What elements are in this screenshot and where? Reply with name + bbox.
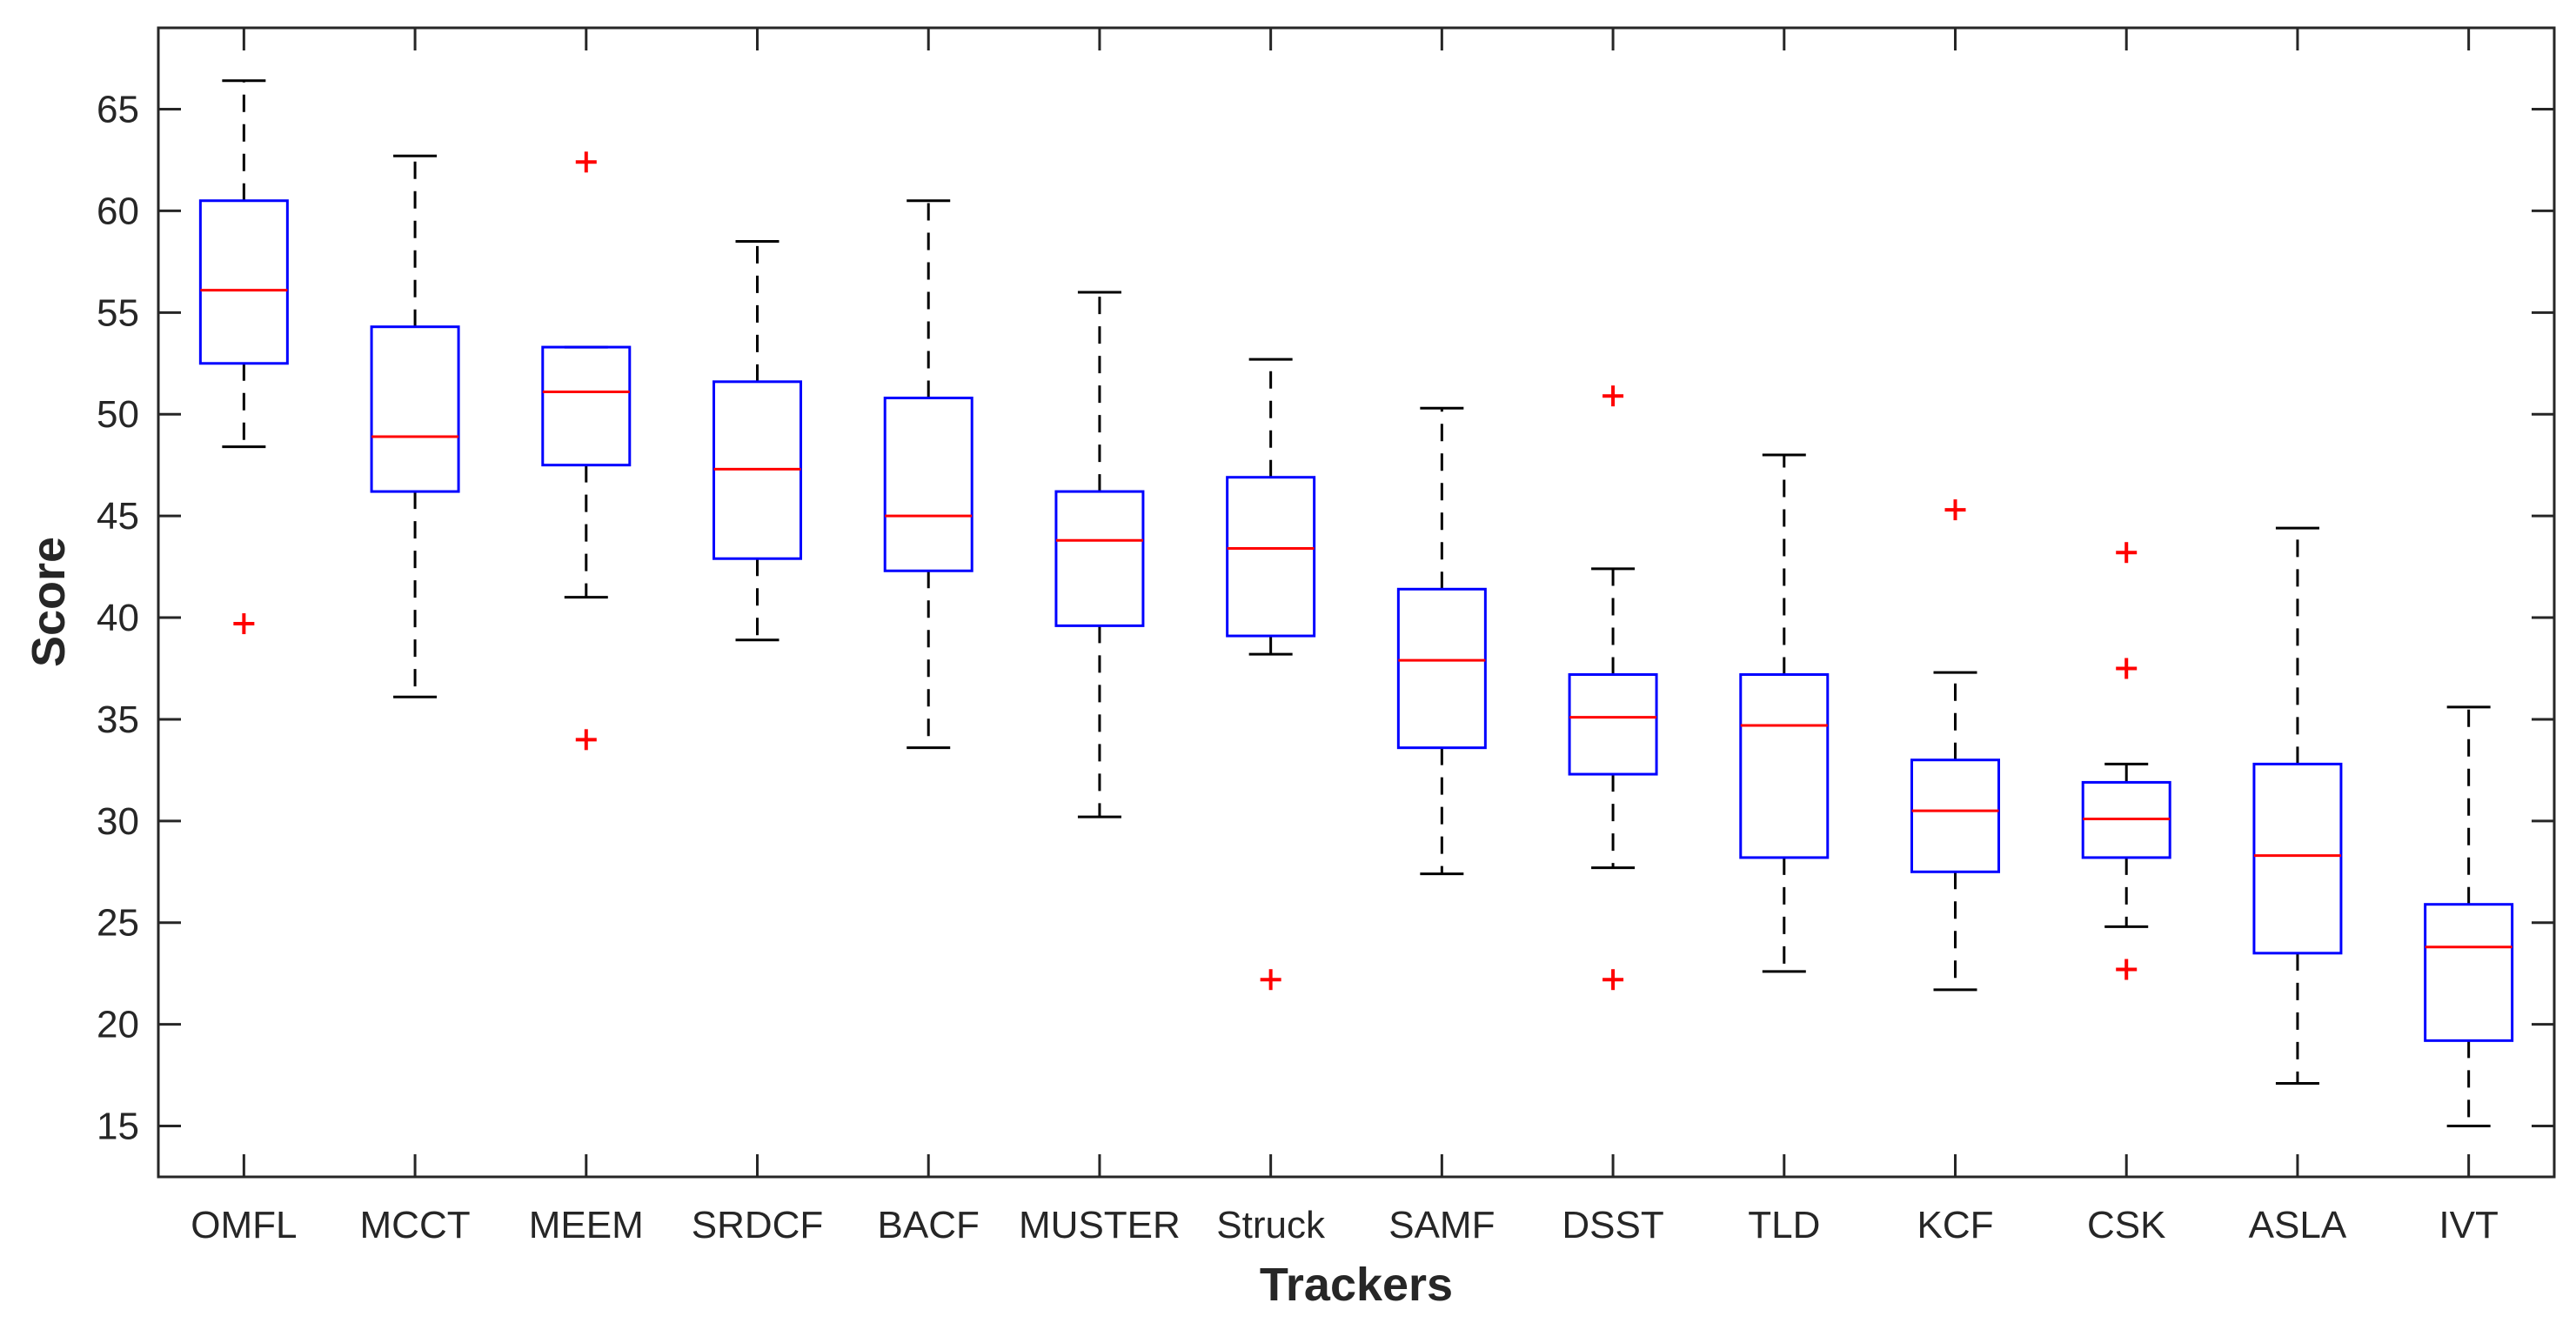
outlier-marker bbox=[2116, 959, 2138, 980]
y-tick-label: 60 bbox=[97, 190, 139, 232]
box-srdcf bbox=[713, 239, 802, 642]
outlier-marker bbox=[575, 151, 597, 173]
box-samf bbox=[1396, 406, 1487, 876]
iqr-box bbox=[1568, 673, 1658, 776]
box-omfl bbox=[198, 79, 289, 635]
x-tick-label: SRDCF bbox=[692, 1204, 824, 1246]
plot-area bbox=[158, 28, 2554, 1177]
boxes-layer bbox=[198, 79, 2514, 1128]
y-tick-label: 65 bbox=[97, 89, 139, 131]
outlier-marker bbox=[1260, 969, 1281, 991]
outlier-marker bbox=[1602, 969, 1624, 991]
iqr-box bbox=[2252, 762, 2343, 955]
x-tick-label: MCCT bbox=[360, 1204, 471, 1246]
iqr-box bbox=[2424, 903, 2514, 1042]
box-mcct bbox=[370, 154, 460, 698]
iqr-box bbox=[1739, 673, 1830, 859]
x-tick-label: ASLA bbox=[2249, 1204, 2347, 1246]
outlier-marker bbox=[1944, 499, 1966, 521]
iqr-box bbox=[883, 397, 974, 572]
y-tick-label: 50 bbox=[97, 393, 139, 436]
y-tick-label: 35 bbox=[97, 698, 139, 741]
box-asla bbox=[2252, 526, 2343, 1085]
iqr-box bbox=[1226, 476, 1316, 638]
x-tick-label: KCF bbox=[1917, 1204, 1994, 1246]
box-bacf bbox=[883, 199, 974, 750]
outlier-marker bbox=[2116, 542, 2138, 564]
box-tld bbox=[1739, 453, 1830, 973]
x-tick-label: MEEM bbox=[529, 1204, 644, 1246]
box-meem bbox=[541, 151, 632, 751]
outlier-marker bbox=[233, 613, 255, 635]
iqr-box bbox=[1910, 758, 2000, 873]
y-axis-title: Score bbox=[23, 537, 75, 667]
iqr-box bbox=[370, 325, 460, 493]
box-kcf bbox=[1910, 499, 2000, 992]
x-axis-title: Trackers bbox=[1260, 1259, 1453, 1311]
box-dsst bbox=[1568, 385, 1658, 991]
iqr-box bbox=[198, 199, 289, 365]
ticks-layer: 15 20 25 30 35 40 45 50 55 60 65 OMFL MCCT MEEM SRDCF B… bbox=[97, 28, 2554, 1246]
plot-frame bbox=[157, 26, 2556, 1179]
x-tick-label: OMFL bbox=[191, 1204, 297, 1246]
y-tick-label: 15 bbox=[97, 1106, 139, 1148]
y-tick-label: 25 bbox=[97, 902, 139, 945]
box-struck bbox=[1226, 357, 1316, 991]
box-csk bbox=[2081, 542, 2171, 980]
box-muster bbox=[1054, 291, 1145, 819]
outlier-marker bbox=[2116, 658, 2138, 679]
iqr-box bbox=[1054, 490, 1145, 627]
x-tick-label: DSST bbox=[1562, 1204, 1663, 1246]
x-tick-label: SAMF bbox=[1388, 1204, 1495, 1246]
y-tick-label: 20 bbox=[97, 1004, 139, 1046]
x-tick-label: Struck bbox=[1216, 1204, 1326, 1246]
x-tick-label: TLD bbox=[1748, 1204, 1820, 1246]
y-tick-label: 30 bbox=[97, 800, 139, 843]
iqr-box bbox=[541, 345, 632, 467]
outlier-marker bbox=[575, 729, 597, 751]
x-tick-label: BACF bbox=[878, 1204, 980, 1246]
iqr-box bbox=[1396, 587, 1487, 750]
outlier-marker bbox=[1602, 385, 1624, 407]
x-tick-label: CSK bbox=[2087, 1204, 2165, 1246]
y-tick-label: 45 bbox=[97, 495, 139, 538]
x-tick-label: MUSTER bbox=[1019, 1204, 1181, 1246]
y-tick-label: 55 bbox=[97, 291, 139, 334]
x-tick-label: IVT bbox=[2439, 1204, 2498, 1246]
box-ivt bbox=[2424, 705, 2514, 1128]
y-tick-label: 40 bbox=[97, 597, 139, 639]
